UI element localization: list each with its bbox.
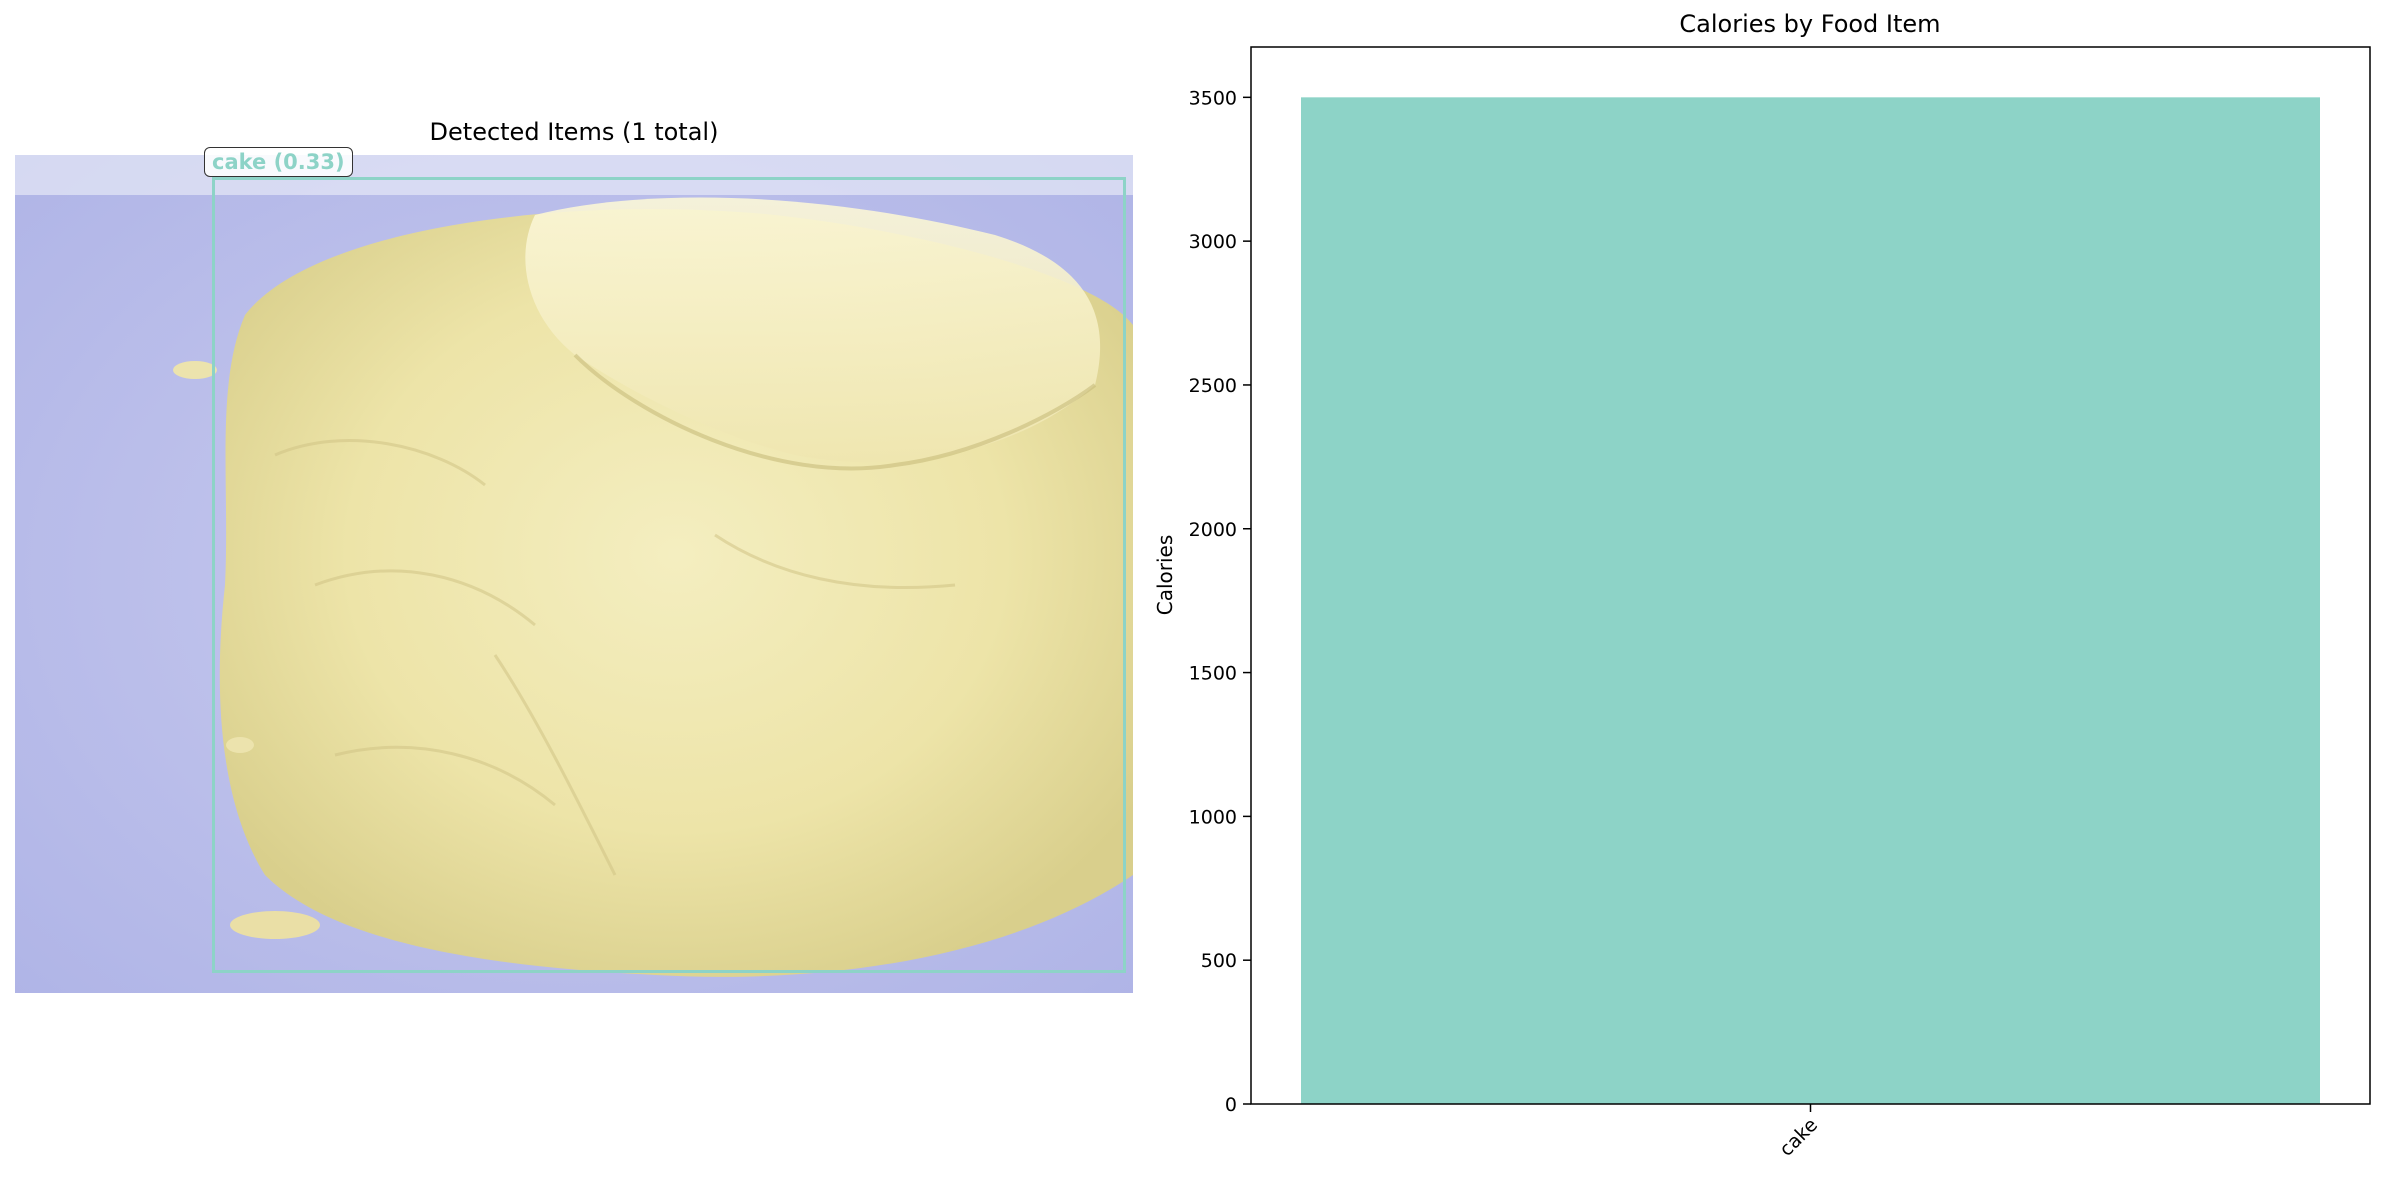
detection-panel-title: Detected Items (1 total)	[429, 118, 719, 146]
bar-cake	[1301, 97, 2320, 1105]
detection-label: cake (0.33)	[204, 147, 353, 177]
y-tick-label: 500	[1201, 950, 1237, 972]
y-tick-label: 3500	[1189, 87, 1237, 109]
y-tick-label: 1000	[1189, 806, 1237, 828]
plot-frame	[1250, 46, 2371, 1105]
y-tick-label: 2500	[1189, 375, 1237, 397]
y-tick-label: 1500	[1189, 663, 1237, 685]
x-tick-label: cake	[1775, 1114, 1822, 1161]
y-tick-label: 3000	[1189, 231, 1237, 253]
food-photo: sherimiya	[15, 155, 1133, 993]
y-axis-label: Calories	[1153, 535, 1177, 616]
y-tick-label: 0	[1225, 1094, 1237, 1116]
detection-bounding-box	[212, 177, 1126, 973]
chart-title: Calories by Food Item	[1679, 10, 1941, 38]
y-tick-label: 2000	[1189, 519, 1237, 541]
